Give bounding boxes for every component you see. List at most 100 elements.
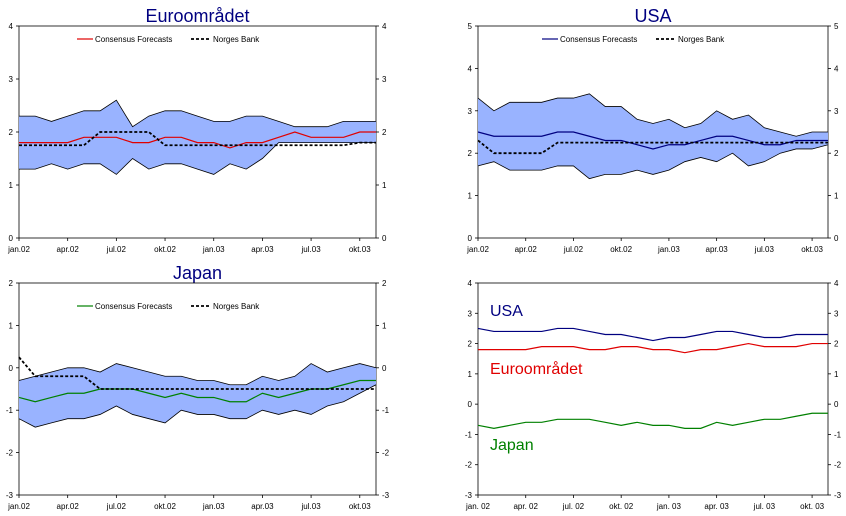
- chart-title: Japan: [173, 263, 222, 283]
- band-high-line: [477, 93, 828, 137]
- x-tick-label: jan. 02: [465, 502, 491, 511]
- series-line-2: [478, 342, 828, 354]
- x-tick-label: jul.03: [301, 245, 322, 254]
- y-tick-label: -2: [6, 449, 14, 458]
- x-tick-label: okt.03: [349, 245, 371, 254]
- y-tick-label-right: 2: [382, 279, 387, 288]
- x-tick-label: jan.03: [202, 502, 225, 511]
- x-tick-label: apr.02: [515, 245, 538, 254]
- y-tick-label-right: 3: [834, 309, 839, 318]
- y-tick-label-right: 2: [834, 149, 839, 158]
- y-tick-label-right: -2: [834, 461, 842, 470]
- x-tick-label: jan.02: [7, 245, 30, 254]
- x-tick-label: apr. 02: [513, 502, 538, 511]
- x-tick-label: jan.02: [7, 502, 30, 511]
- y-tick-label: -1: [6, 406, 14, 415]
- series-line-2: [18, 356, 376, 390]
- chart-panel-1: Euroområdet 0 0 1 1 2 2 3 3 4 4 jan.02 apr.02 jul.02 o…: [7, 6, 387, 254]
- y-tick-label: 2: [468, 149, 473, 158]
- x-tick-label: jul. 03: [753, 502, 776, 511]
- y-tick-label-right: 1: [382, 321, 387, 330]
- y-tick-label-right: -2: [382, 449, 390, 458]
- chart-panel-3: Japan -3 -3 -2 -2 -1 -1 0 0 1 1 2 2 jan.02 apr.02 jul.0…: [6, 263, 390, 511]
- x-tick-label: jul.02: [563, 245, 584, 254]
- y-tick-label: 1: [468, 192, 473, 201]
- chart-panel-2: USA 0 0 1 1 2 2 3 3 4 4 5 5 jan.02 apr.02 jul.02 okt.02 j…: [466, 6, 839, 254]
- y-tick-label: 1: [468, 370, 473, 379]
- y-tick-label: 2: [9, 279, 14, 288]
- legend-label-consensus: Consensus Forecasts: [95, 35, 172, 44]
- y-tick-label-right: -3: [834, 491, 842, 500]
- series-label-1: USA: [490, 303, 523, 320]
- y-tick-label: -2: [465, 461, 473, 470]
- series-line-2: [19, 131, 376, 147]
- y-tick-label-right: -1: [382, 406, 390, 415]
- y-tick-label-right: 3: [382, 75, 387, 84]
- y-tick-label: 1: [9, 321, 14, 330]
- band-low-line: [19, 142, 376, 175]
- y-tick-label-right: 5: [834, 22, 839, 31]
- y-tick-label: 3: [468, 309, 473, 318]
- y-tick-label-right: 2: [382, 128, 387, 137]
- forecast-range-band: [478, 93, 828, 179]
- y-tick-label: 0: [468, 400, 473, 409]
- y-tick-label: -1: [465, 430, 473, 439]
- x-tick-label: apr.03: [706, 245, 729, 254]
- y-tick-label: 0: [468, 234, 473, 243]
- y-tick-label: 3: [9, 75, 14, 84]
- x-tick-label: okt.02: [610, 245, 632, 254]
- forecast-range-band: [19, 363, 376, 428]
- y-tick-label-right: 0: [834, 234, 839, 243]
- x-tick-label: apr.03: [251, 502, 274, 511]
- band-low-line: [18, 384, 377, 428]
- y-tick-label: 0: [9, 234, 14, 243]
- y-tick-label: 0: [9, 364, 14, 373]
- x-tick-label: jul.03: [754, 245, 775, 254]
- y-tick-label: -3: [6, 491, 14, 500]
- series-line-3: [477, 412, 828, 429]
- band-high-line: [18, 363, 377, 386]
- y-tick-label-right: 4: [382, 22, 387, 31]
- y-tick-label-right: 2: [834, 340, 839, 349]
- x-tick-label: jul.02: [106, 502, 127, 511]
- chart-panel-4: -3 -3 -2 -2 -1 -1 0 0 1 1 2 2 3 3 4 4 jan. 02 apr. 02 jul.…: [465, 279, 842, 511]
- x-tick-label: okt.02: [154, 245, 176, 254]
- y-tick-label-right: 0: [834, 400, 839, 409]
- x-tick-label: apr.03: [251, 245, 274, 254]
- x-tick-label: okt.03: [349, 502, 371, 511]
- y-tick-label-right: 4: [834, 64, 839, 73]
- chart-title: Euroområdet: [145, 6, 249, 26]
- legend-label-norges: Norges Bank: [213, 35, 260, 44]
- x-tick-label: jan. 03: [656, 502, 682, 511]
- x-tick-label: okt. 03: [800, 502, 825, 511]
- x-tick-label: okt. 02: [609, 502, 634, 511]
- x-tick-label: apr.02: [57, 502, 80, 511]
- y-tick-label: 5: [468, 22, 473, 31]
- x-tick-label: apr.02: [57, 245, 80, 254]
- y-tick-label: 4: [468, 64, 473, 73]
- y-tick-label: -3: [465, 491, 473, 500]
- y-tick-label: 2: [468, 340, 473, 349]
- forecast-range-band: [19, 100, 376, 175]
- y-tick-label: 3: [468, 107, 473, 116]
- x-tick-label: okt.03: [801, 245, 823, 254]
- x-tick-label: jan.03: [657, 245, 680, 254]
- y-tick-label: 2: [9, 128, 14, 137]
- x-tick-label: jul. 02: [562, 502, 585, 511]
- y-tick-label-right: 3: [834, 107, 839, 116]
- x-tick-label: jul.02: [106, 245, 127, 254]
- x-tick-label: okt.02: [154, 502, 176, 511]
- y-tick-label-right: 0: [382, 234, 387, 243]
- x-tick-label: jan.03: [202, 245, 225, 254]
- x-tick-label: jan.02: [466, 245, 489, 254]
- band-low-line: [477, 144, 829, 180]
- x-tick-label: apr. 03: [704, 502, 729, 511]
- y-tick-label: 1: [9, 181, 14, 190]
- series-line-1: [19, 131, 376, 149]
- legend-label-norges: Norges Bank: [213, 302, 260, 311]
- plot-area: [477, 282, 829, 496]
- y-tick-label-right: 4: [834, 279, 839, 288]
- x-tick-label: jul.03: [301, 502, 322, 511]
- y-tick-label-right: -1: [834, 430, 842, 439]
